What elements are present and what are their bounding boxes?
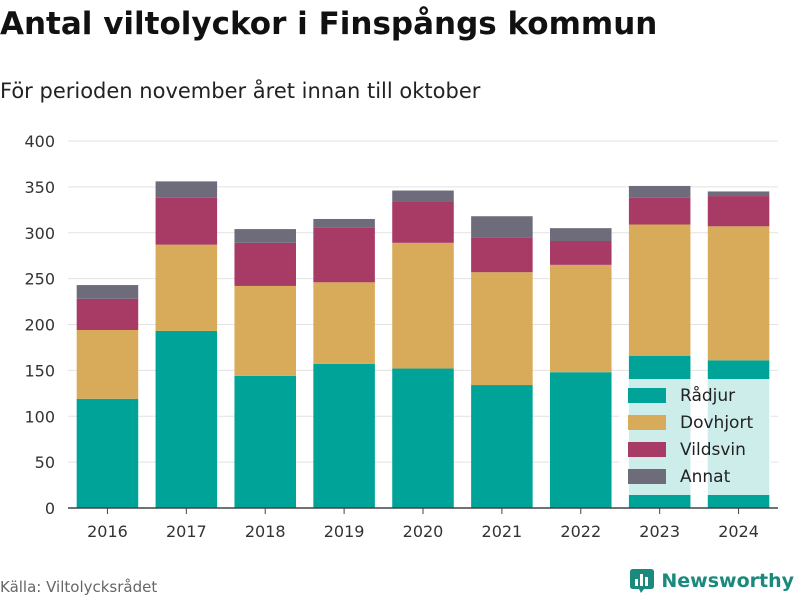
brand-logo: Newsworthy	[629, 568, 794, 594]
bar-segment-dovhjort	[707, 226, 770, 361]
bar-segment-rådjur	[392, 368, 454, 508]
bar-segment-dovhjort	[76, 330, 139, 399]
bar-segment-dovhjort	[313, 282, 375, 364]
bar-segment-vildsvin	[313, 227, 375, 283]
legend-swatch-vildsvin	[628, 442, 666, 457]
bar-segment-vildsvin	[707, 196, 770, 227]
legend-label-vildsvin: Vildsvin	[680, 440, 746, 460]
y-tick-label: 350	[24, 178, 55, 197]
bar-segment-dovhjort	[155, 244, 218, 331]
y-tick-label: 150	[24, 361, 55, 380]
legend-swatch-annat	[628, 469, 666, 484]
bar-segment-annat	[471, 216, 533, 238]
bar-segment-vildsvin	[392, 201, 454, 243]
y-tick-label: 400	[24, 132, 55, 151]
bar-segment-vildsvin	[471, 237, 533, 273]
bar-segment-dovhjort	[550, 264, 612, 373]
bar-segment-annat	[392, 190, 454, 202]
bar-segment-vildsvin	[76, 298, 139, 331]
bar-segment-rådjur	[234, 375, 296, 508]
legend-label-rådjur: Rådjur	[680, 385, 735, 406]
bar-segment-dovhjort	[471, 272, 533, 386]
x-tick-label: 2022	[560, 522, 601, 541]
chart-title: Antal viltolyckor i Finspångs kommun	[0, 6, 658, 42]
source-note: Källa: Viltolycksrådet	[0, 578, 158, 596]
y-tick-label: 250	[24, 270, 55, 289]
bar-segment-annat	[707, 191, 770, 197]
x-tick-label: 2018	[245, 522, 286, 541]
legend-label-dovhjort: Dovhjort	[680, 413, 753, 433]
x-tick-label: 2024	[718, 522, 759, 541]
x-tick-label: 2021	[482, 522, 523, 541]
bar-segment-annat	[550, 228, 612, 242]
bar-segment-vildsvin	[550, 241, 612, 265]
x-tick-label: 2023	[639, 522, 680, 541]
x-tick-label: 2020	[403, 522, 444, 541]
bar-segment-rådjur	[550, 372, 612, 508]
legend-swatch-dovhjort	[628, 415, 666, 430]
bar-segment-annat	[628, 185, 691, 198]
y-tick-label: 100	[24, 407, 55, 426]
x-tick-label: 2016	[87, 522, 128, 541]
bar-segment-annat	[313, 218, 375, 228]
bar-segment-annat	[76, 285, 139, 299]
x-tick-label: 2019	[324, 522, 365, 541]
y-tick-label: 200	[24, 316, 55, 335]
bar-segment-vildsvin	[628, 197, 691, 225]
bar-segment-rådjur	[313, 363, 375, 508]
bar-segment-dovhjort	[628, 224, 691, 356]
legend-swatch-rådjur	[628, 388, 666, 403]
y-tick-label: 50	[35, 453, 55, 472]
bar-segment-annat	[234, 229, 296, 243]
legend-label-annat: Annat	[680, 467, 731, 487]
bar-segment-rådjur	[471, 385, 533, 508]
bar-segment-vildsvin	[155, 197, 218, 245]
stacked-bar-chart: 0 50 100 150 200 250 300 350 400 2016 2017 2018 2019…	[24, 132, 778, 541]
bar-segment-dovhjort	[392, 242, 454, 369]
bar-segment-rådjur	[155, 330, 218, 508]
y-tick-label: 300	[24, 224, 55, 243]
bar-chart-icon	[630, 569, 655, 593]
brand-name: Newsworthy	[661, 570, 794, 592]
bar-segment-annat	[155, 181, 218, 198]
chart-subtitle: För perioden november året innan till ok…	[0, 79, 481, 103]
bar-segment-vildsvin	[234, 242, 296, 286]
bar-segment-dovhjort	[234, 285, 296, 376]
x-tick-label: 2017	[166, 522, 207, 541]
y-tick-label: 0	[45, 499, 55, 518]
bar-segment-rådjur	[76, 398, 139, 508]
